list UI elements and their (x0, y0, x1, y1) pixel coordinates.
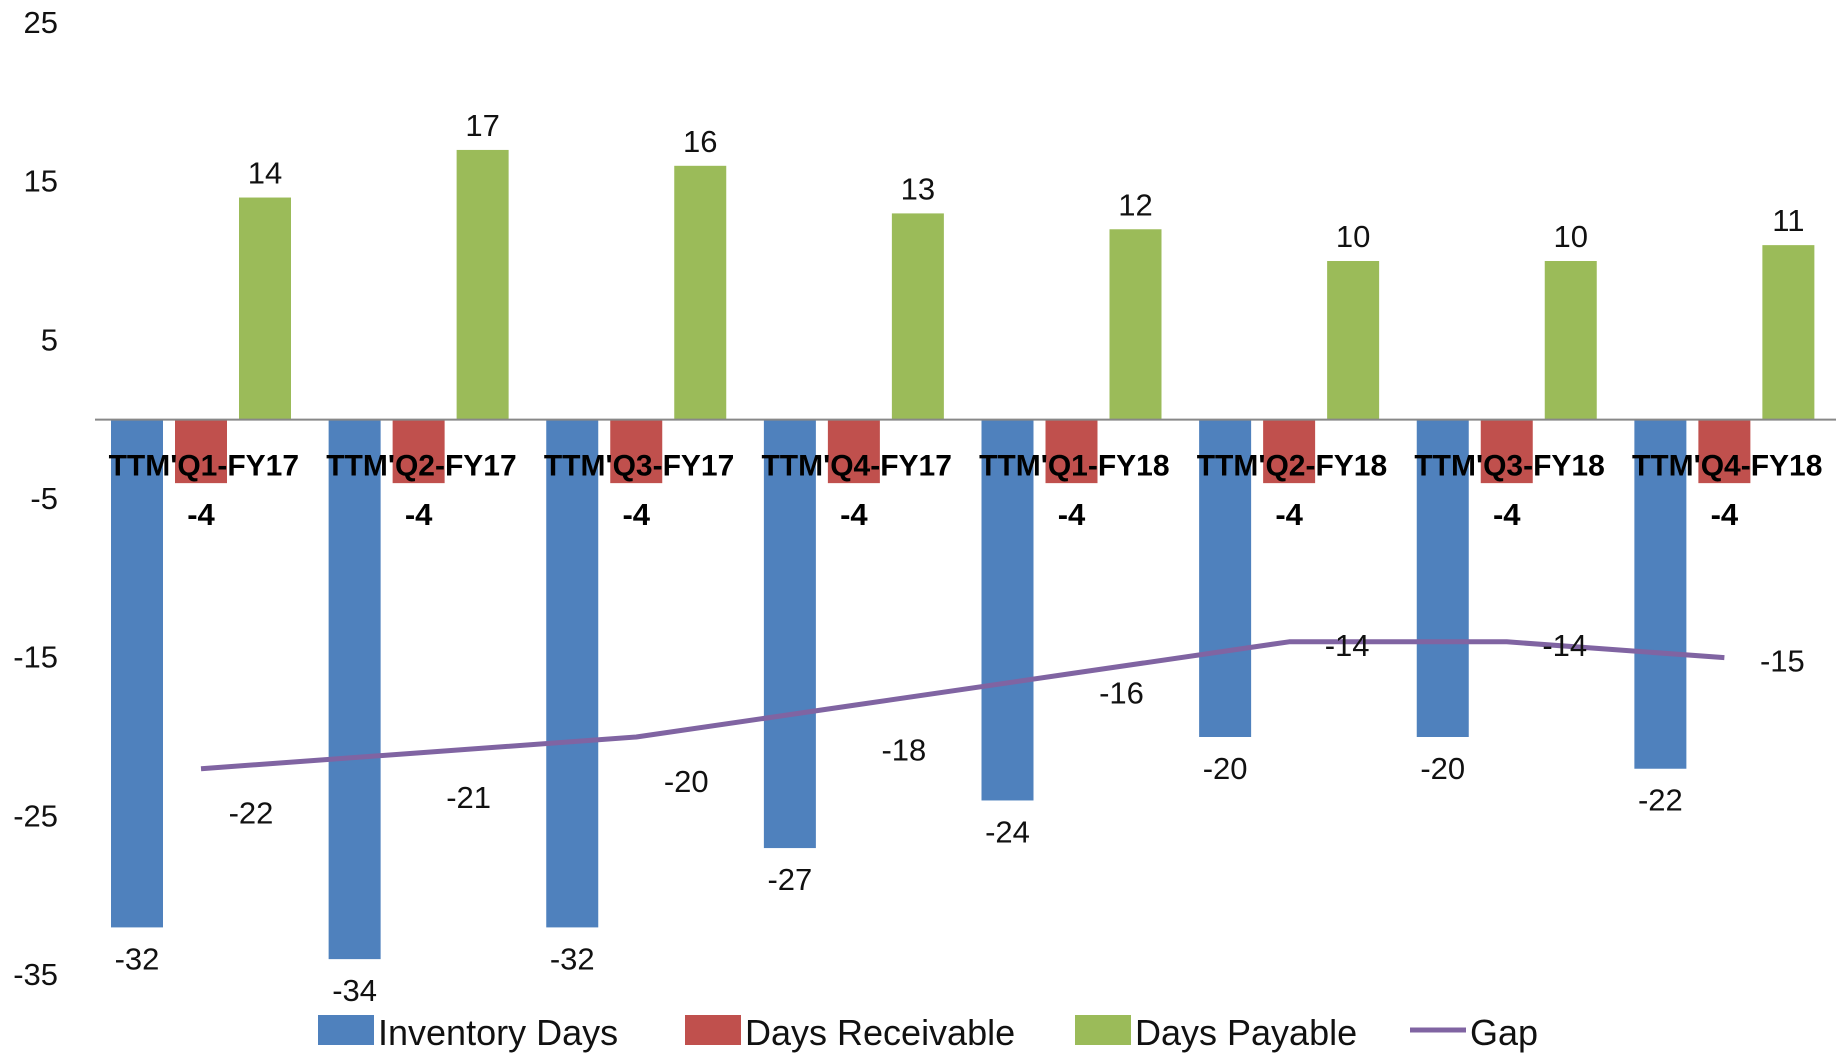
category-label: TTM'Q2-FY18 (1197, 450, 1388, 483)
bar-days-payable (674, 165, 727, 420)
bar-days-payable (1109, 229, 1162, 420)
y-tick-label: 15 (24, 164, 58, 199)
y-tick-label: 5 (41, 322, 58, 357)
bar-days-payable (1327, 261, 1380, 420)
bar-inventory-days (546, 419, 599, 928)
data-label-receivable: -4 (187, 497, 215, 532)
data-label-receivable: -4 (1275, 497, 1303, 532)
bar-days-receivable (175, 419, 227, 484)
data-label-payable: 10 (1336, 219, 1370, 254)
data-label-payable: 16 (683, 124, 717, 159)
bar-days-receivable (1045, 419, 1098, 484)
legend-label: Days Receivable (745, 1012, 1015, 1053)
data-label-payable: 12 (1118, 187, 1152, 222)
legend-swatch (318, 1015, 374, 1045)
category-label: TTM'Q3-FY18 (1414, 450, 1605, 483)
data-label-inventory: -24 (985, 814, 1030, 849)
bar-inventory-days (328, 419, 381, 960)
data-label-gap: -20 (664, 764, 709, 799)
data-label-receivable: -4 (1058, 497, 1086, 532)
axis-layer: 25 15 5 -5 -15 -25 -35 (13, 5, 1836, 992)
bar-days-payable (1544, 261, 1597, 420)
data-label-gap: -14 (1542, 628, 1587, 663)
bar-inventory-days (111, 419, 163, 928)
gap-line (200, 639, 1725, 772)
bar-days-receivable (392, 419, 445, 484)
bar-days-receivable (610, 419, 663, 484)
data-label-inventory: -27 (767, 862, 812, 897)
category-label: TTM'Q1-FY17 (109, 450, 300, 483)
data-label-gap: -14 (1325, 628, 1370, 663)
legend: Inventory Days Days Receivable Days Payabl… (318, 1012, 1538, 1053)
data-label-gap: -16 (1099, 676, 1144, 711)
data-label-gap: -21 (446, 780, 491, 815)
category-label: TTM'Q4-FY18 (1632, 450, 1823, 483)
y-tick-label: -5 (30, 481, 58, 516)
y-tick-label: -25 (13, 798, 58, 833)
bar-days-payable (1762, 245, 1815, 420)
legend-label: Inventory Days (378, 1012, 618, 1053)
bar-days-receivable (1480, 419, 1533, 484)
bar-inventory-days (1416, 419, 1469, 737)
data-label-inventory: -32 (115, 941, 160, 976)
legend-label: Gap (1470, 1012, 1538, 1053)
bars-layer (111, 149, 1815, 960)
data-label-receivable: -4 (622, 497, 650, 532)
data-label-gap: -18 (881, 732, 926, 767)
category-label: TTM'Q1-FY18 (979, 450, 1170, 483)
data-label-receivable: -4 (840, 497, 868, 532)
bar-days-receivable (1263, 419, 1316, 484)
labels-layer: TTM'Q1-FY17 TTM'Q2-FY17 TTM'Q3-FY17 TTM'Q4-… (109, 108, 1823, 1008)
bar-days-receivable (1698, 419, 1751, 484)
data-label-payable: 14 (248, 156, 282, 191)
y-tick-label: 25 (24, 5, 58, 40)
data-label-receivable: -4 (405, 497, 433, 532)
data-label-inventory: -20 (1203, 751, 1248, 786)
data-label-payable: 13 (901, 171, 935, 206)
data-label-gap: -22 (229, 796, 274, 831)
bar-inventory-days (1199, 419, 1252, 737)
legend-label: Days Payable (1135, 1012, 1357, 1053)
data-label-receivable: -4 (1711, 497, 1739, 532)
bar-inventory-days (1634, 419, 1687, 769)
legend-swatch (1075, 1015, 1131, 1045)
bar-days-receivable (827, 419, 880, 484)
line-layer (200, 639, 1725, 772)
data-label-payable: 10 (1554, 219, 1588, 254)
bar-inventory-days (763, 419, 816, 849)
category-label: TTM'Q3-FY17 (544, 450, 735, 483)
data-label-inventory: -32 (550, 941, 595, 976)
category-label: TTM'Q2-FY17 (326, 450, 517, 483)
data-label-inventory: -34 (332, 973, 377, 1008)
bar-days-payable (239, 197, 291, 420)
data-label-inventory: -20 (1420, 751, 1465, 786)
legend-swatch (685, 1015, 741, 1045)
data-label-payable: 17 (465, 108, 499, 143)
data-label-inventory: -22 (1638, 783, 1683, 818)
bar-inventory-days (981, 419, 1034, 801)
data-label-payable: 11 (1772, 203, 1804, 238)
bar-days-payable (456, 149, 509, 420)
y-tick-label: -35 (13, 957, 58, 992)
data-label-gap: -15 (1760, 644, 1805, 679)
bar-days-payable (891, 213, 944, 420)
y-tick-label: -15 (13, 640, 58, 675)
data-label-receivable: -4 (1493, 497, 1521, 532)
category-label: TTM'Q4-FY17 (761, 450, 952, 483)
